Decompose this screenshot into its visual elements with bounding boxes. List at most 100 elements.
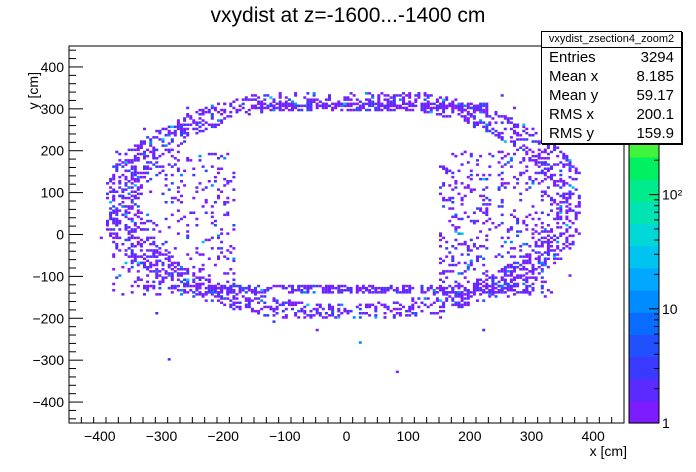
heatmap-cell: [380, 286, 384, 290]
heatmap-cell: [574, 230, 578, 233]
heatmap-cell: [155, 249, 159, 252]
heatmap-cell: [337, 316, 341, 319]
heatmap-cell: [540, 230, 544, 233]
heatmap-cell: [531, 249, 535, 252]
heatmap-cell: [442, 184, 446, 187]
heatmap-cell: [337, 286, 341, 290]
heatmap-cell: [423, 291, 427, 294]
heatmap-cell: [531, 270, 535, 273]
heatmap-cell: [133, 190, 137, 193]
heatmap-cell: [374, 102, 378, 106]
heatmap-cell: [226, 201, 230, 204]
heatmap-cell: [525, 165, 529, 168]
heatmap-cell: [485, 207, 489, 210]
heatmap-cell: [374, 305, 378, 309]
heatmap-cell: [223, 303, 227, 307]
heatmap-cell: [463, 293, 467, 296]
heatmap-cell: [170, 196, 174, 200]
heatmap-cell: [460, 108, 464, 112]
heatmap-cell: [143, 171, 146, 175]
heatmap-cell: [146, 268, 150, 271]
heatmap-cell: [198, 125, 202, 129]
heatmap-cell: [300, 301, 304, 304]
heatmap-cell: [204, 286, 208, 290]
heatmap-cell: [254, 106, 257, 110]
heatmap-cell: [263, 102, 267, 106]
heatmap-cell: [115, 165, 119, 168]
heatmap-cell: [127, 255, 131, 258]
heatmap-cell: [257, 96, 261, 99]
heatmap-cell: [525, 272, 529, 275]
heatmap-cell: [531, 217, 535, 221]
heatmap-cell: [127, 217, 131, 221]
heatmap-cell: [445, 286, 449, 290]
heatmap-cell: [553, 163, 557, 166]
heatmap-cell: [112, 228, 116, 231]
heatmap-cell: [143, 165, 146, 168]
heatmap-cell: [546, 224, 550, 227]
heatmap-cell: [198, 117, 202, 120]
heatmap-cell: [522, 148, 526, 152]
heatmap-cell: [439, 232, 442, 235]
heatmap-cell: [553, 201, 557, 204]
heatmap-cell: [405, 94, 409, 97]
heatmap-cell: [278, 96, 282, 99]
heatmap-cell: [297, 104, 301, 108]
heatmap-cell: [164, 253, 168, 256]
heatmap-cell: [491, 291, 495, 294]
heatmap-cell: [509, 274, 513, 277]
heatmap-cell: [556, 184, 560, 187]
heatmap-cell: [164, 177, 168, 181]
heatmap-cell: [275, 312, 279, 315]
heatmap-cell: [217, 110, 220, 114]
heatmap-cell: [442, 98, 446, 101]
heatmap-cell: [442, 270, 446, 273]
heatmap-cell: [109, 213, 113, 217]
heatmap-cell: [411, 297, 415, 300]
heatmap-cell: [559, 257, 563, 260]
heatmap-cell: [186, 270, 190, 273]
heatmap-cell: [238, 286, 242, 290]
heatmap-cell: [488, 276, 492, 279]
heatmap-cell: [559, 249, 563, 252]
heatmap-cell: [442, 165, 446, 168]
heatmap-cell: [133, 253, 137, 256]
heatmap-cell: [454, 226, 458, 229]
heatmap-cell: [568, 234, 572, 237]
heatmap-cell: [170, 272, 174, 275]
heatmap-cell: [457, 226, 461, 229]
heatmap-cell: [466, 117, 470, 120]
heatmap-cell: [149, 219, 153, 223]
heatmap-cell: [506, 152, 510, 156]
heatmap-cell: [476, 159, 479, 162]
heatmap-cell: [405, 309, 409, 313]
heatmap-cell: [112, 255, 116, 258]
heatmap-cell: [540, 261, 544, 265]
heatmap-cell: [220, 232, 224, 235]
heatmap-cell: [528, 213, 532, 217]
heatmap-cell: [546, 240, 550, 244]
heatmap-cell: [170, 255, 174, 258]
heatmap-cell: [565, 157, 569, 160]
heatmap-cell: [519, 173, 523, 177]
heatmap-cell: [509, 136, 513, 139]
heatmap-cell: [112, 209, 116, 212]
heatmap-cell: [469, 154, 473, 158]
heatmap-cell: [476, 284, 479, 288]
heatmap-cell: [164, 217, 168, 221]
heatmap-cell: [143, 142, 146, 145]
heatmap-cell: [513, 289, 516, 292]
heatmap-cell: [445, 98, 449, 101]
heatmap-cell: [365, 92, 368, 95]
heatmap-cell: [198, 282, 202, 286]
heatmap-cell: [516, 134, 520, 137]
heatmap-cell: [112, 219, 116, 223]
heatmap-cell: [232, 303, 236, 307]
heatmap-cell: [383, 289, 387, 292]
heatmap-cell: [472, 242, 476, 246]
heatmap-cell: [463, 297, 467, 300]
heatmap-cell: [445, 297, 449, 300]
heatmap-cell: [241, 295, 245, 298]
heatmap-cell: [220, 167, 224, 170]
heatmap-cell: [408, 108, 412, 112]
